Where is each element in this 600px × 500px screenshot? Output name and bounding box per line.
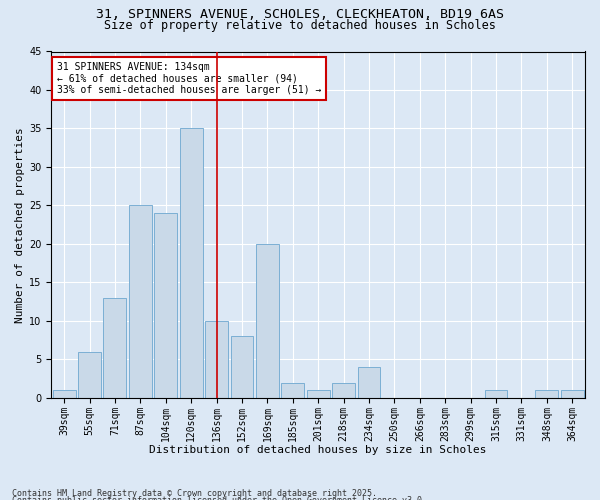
Bar: [205, 321, 228, 398]
Bar: [154, 213, 177, 398]
Bar: [53, 390, 76, 398]
Bar: [129, 206, 152, 398]
X-axis label: Distribution of detached houses by size in Scholes: Distribution of detached houses by size …: [149, 445, 487, 455]
Bar: [561, 390, 584, 398]
Y-axis label: Number of detached properties: Number of detached properties: [15, 127, 25, 322]
Text: Size of property relative to detached houses in Scholes: Size of property relative to detached ho…: [104, 18, 496, 32]
Bar: [358, 367, 380, 398]
Bar: [307, 390, 329, 398]
Bar: [256, 244, 279, 398]
Text: 31 SPINNERS AVENUE: 134sqm
← 61% of detached houses are smaller (94)
33% of semi: 31 SPINNERS AVENUE: 134sqm ← 61% of deta…: [57, 62, 321, 95]
Bar: [180, 128, 203, 398]
Bar: [485, 390, 508, 398]
Bar: [78, 352, 101, 398]
Bar: [535, 390, 559, 398]
Bar: [103, 298, 127, 398]
Bar: [230, 336, 253, 398]
Text: Contains public sector information licensed under the Open Government Licence v3: Contains public sector information licen…: [12, 496, 427, 500]
Bar: [332, 382, 355, 398]
Text: 31, SPINNERS AVENUE, SCHOLES, CLECKHEATON, BD19 6AS: 31, SPINNERS AVENUE, SCHOLES, CLECKHEATO…: [96, 8, 504, 20]
Bar: [281, 382, 304, 398]
Text: Contains HM Land Registry data © Crown copyright and database right 2025.: Contains HM Land Registry data © Crown c…: [12, 488, 377, 498]
